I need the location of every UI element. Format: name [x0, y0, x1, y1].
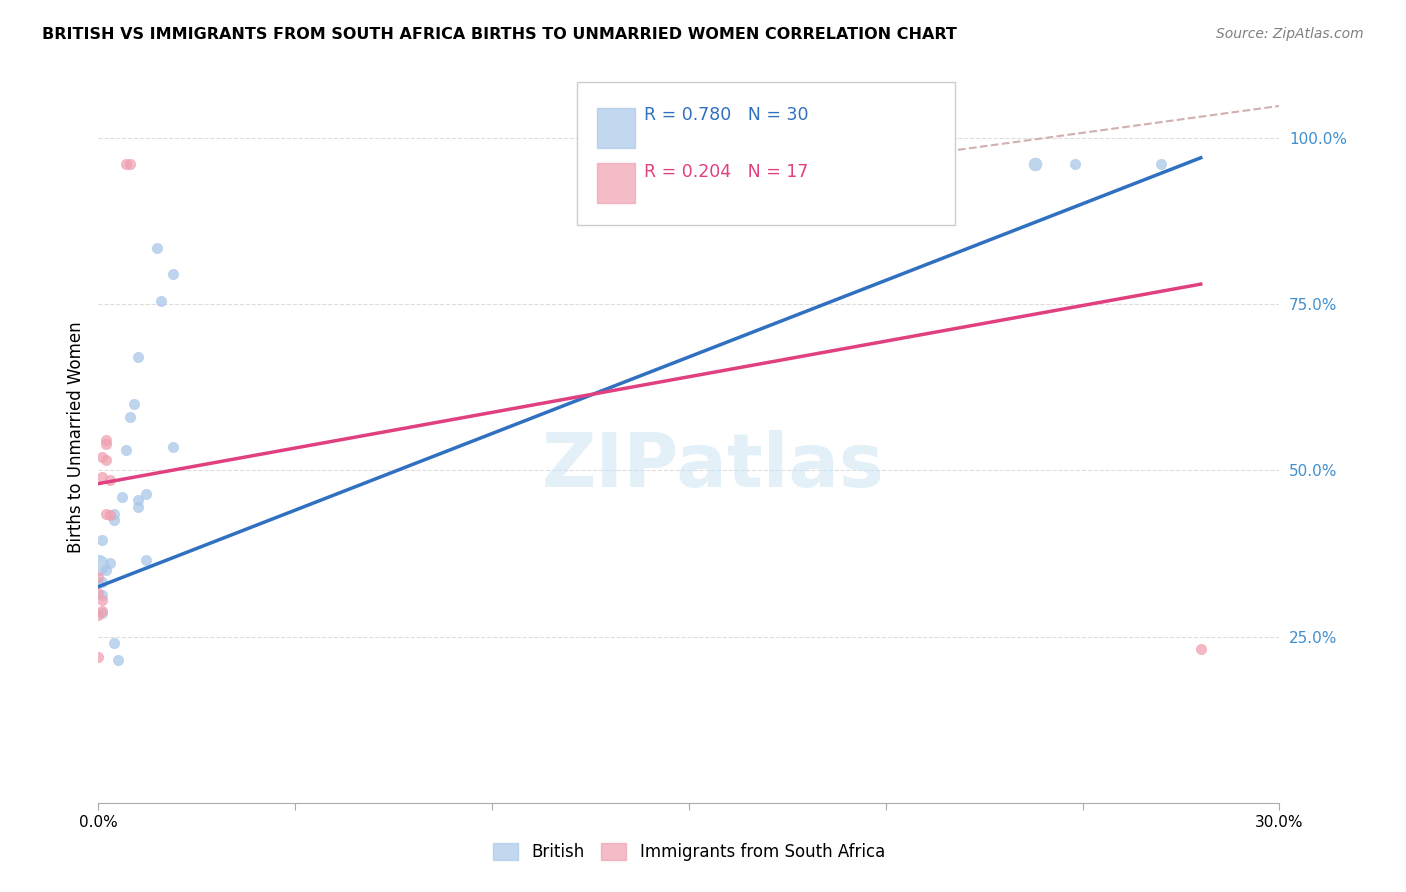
Point [91, 604, 114, 618]
Point [91, 450, 114, 464]
Point [87, 558, 110, 572]
Point [91, 470, 114, 484]
Point [103, 636, 125, 650]
FancyBboxPatch shape [596, 108, 634, 148]
Point [111, 490, 134, 504]
Point [91, 575, 114, 590]
Point [91, 607, 114, 621]
Point [98, 508, 121, 522]
Point [127, 351, 149, 365]
Point [135, 553, 157, 567]
Point [162, 440, 184, 454]
Point [150, 293, 173, 308]
Text: R = 0.780   N = 30: R = 0.780 N = 30 [644, 106, 808, 124]
Legend: British, Immigrants from South Africa: British, Immigrants from South Africa [486, 836, 891, 868]
Point [115, 443, 138, 458]
Point [91, 588, 114, 602]
Point [118, 157, 141, 171]
FancyBboxPatch shape [576, 82, 955, 225]
Text: ZIPatlas: ZIPatlas [541, 430, 884, 503]
Point [875, 157, 897, 171]
Point [87, 649, 110, 664]
Point [115, 157, 138, 171]
Y-axis label: Births to Unmarried Women: Births to Unmarried Women [66, 321, 84, 553]
Text: Source: ZipAtlas.com: Source: ZipAtlas.com [1216, 27, 1364, 41]
Text: R = 0.204   N = 17: R = 0.204 N = 17 [644, 162, 808, 181]
Text: BRITISH VS IMMIGRANTS FROM SOUTH AFRICA BIRTHS TO UNMARRIED WOMEN CORRELATION CH: BRITISH VS IMMIGRANTS FROM SOUTH AFRICA … [42, 27, 957, 42]
Point [146, 241, 169, 255]
Point [127, 493, 149, 508]
Point [122, 397, 145, 411]
Point [98, 557, 121, 571]
Point [87, 576, 110, 591]
Point [91, 593, 114, 607]
Point [1063, 157, 1085, 171]
Point [87, 608, 110, 623]
Point [96, 453, 118, 467]
Point [914, 157, 936, 171]
Point [107, 653, 129, 667]
Point [96, 563, 118, 577]
Point [103, 507, 125, 521]
FancyBboxPatch shape [596, 162, 634, 203]
Point [1150, 157, 1173, 171]
Point [98, 473, 121, 487]
Point [96, 436, 118, 450]
Point [118, 410, 141, 425]
Point [1024, 157, 1046, 171]
Point [87, 586, 110, 600]
Point [87, 570, 110, 584]
Point [162, 267, 184, 281]
Point [91, 533, 114, 548]
Point [96, 434, 118, 448]
Point [1189, 641, 1212, 656]
Point [127, 500, 149, 514]
Point [103, 513, 125, 527]
Point [96, 507, 118, 521]
Point [135, 486, 157, 500]
